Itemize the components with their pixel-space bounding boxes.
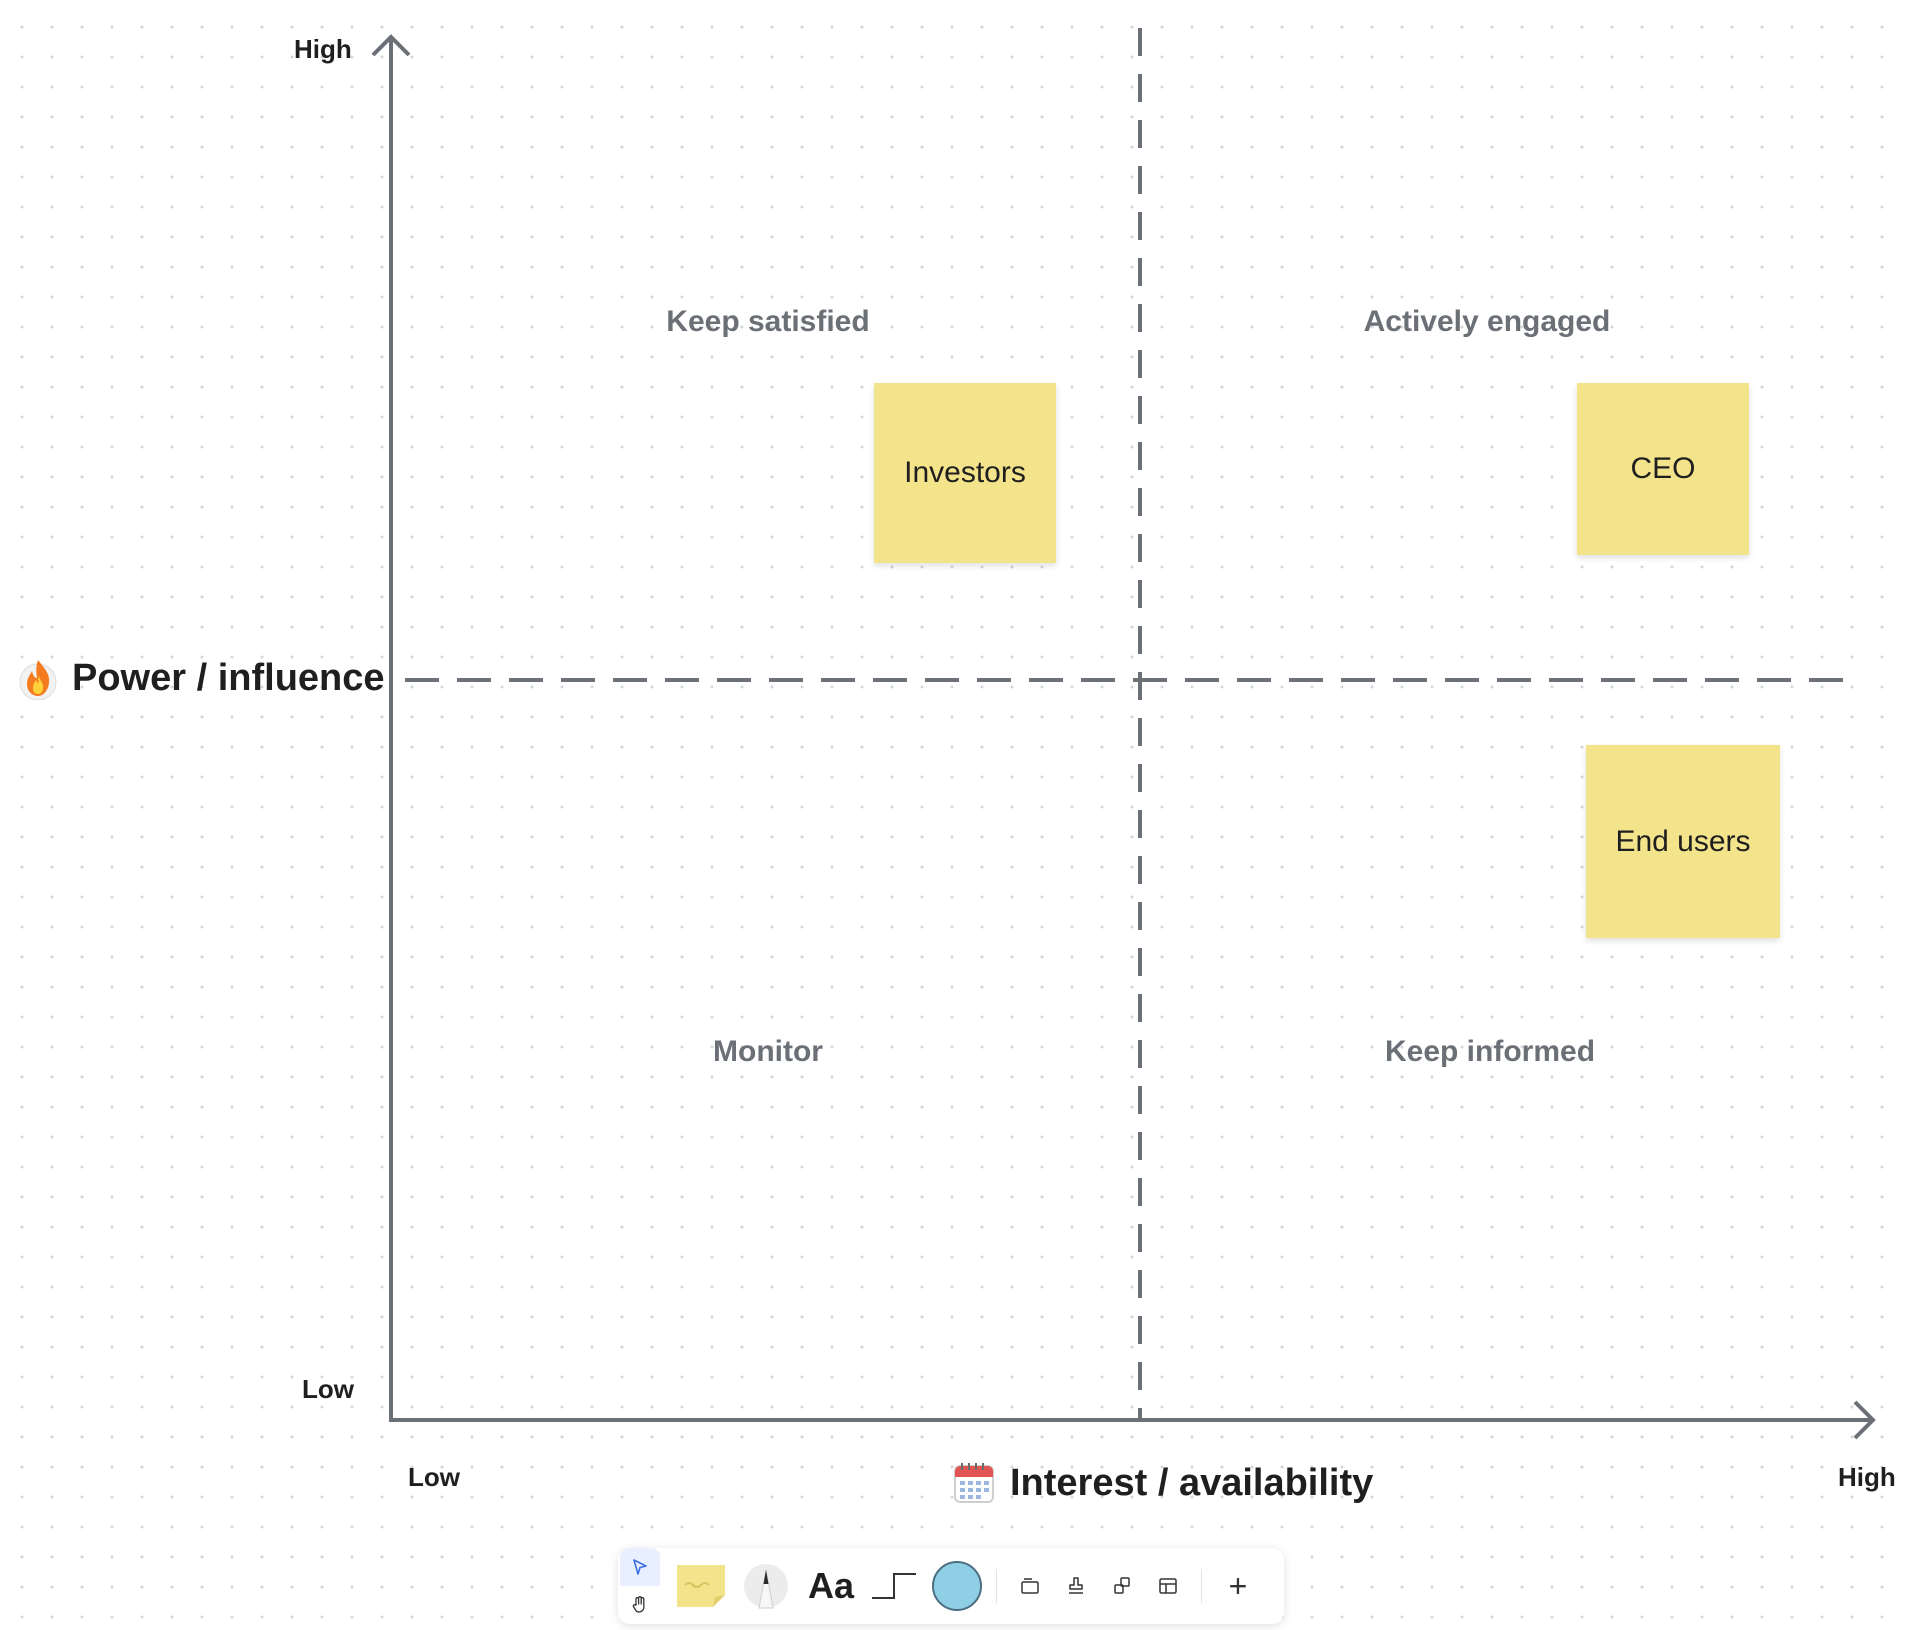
calendar-icon [954, 1463, 994, 1503]
add-more-button[interactable]: + [1228, 1567, 1248, 1604]
hand-tool-button[interactable] [620, 1586, 660, 1624]
quadrant-label-top-left: Keep satisfied [666, 305, 870, 338]
x-axis-arrowhead [1853, 1400, 1876, 1440]
table-tool-button[interactable] [1145, 1556, 1191, 1616]
bottom-toolbar: Aa + [618, 1548, 1284, 1624]
sticky-note-end-users[interactable]: End users [1586, 745, 1780, 938]
frame-tool-button[interactable] [1007, 1556, 1053, 1616]
x-axis-high-label: High [1838, 1462, 1896, 1492]
hand-icon [632, 1596, 645, 1613]
toolbar-divider [1201, 1569, 1202, 1603]
sticky-note-investors[interactable]: Investors [874, 383, 1056, 563]
y-axis-title: Power / influence [18, 656, 385, 700]
connector-line-icon [872, 1573, 916, 1599]
y-axis-arrowhead [371, 34, 411, 57]
cursor-arrow-icon [633, 1559, 647, 1575]
component-tool-button[interactable] [1099, 1556, 1145, 1616]
circle-shape-icon [932, 1561, 982, 1611]
y-axis-title-text: Power / influence [72, 656, 385, 699]
component-icon [1114, 1577, 1130, 1594]
fire-icon [19, 660, 57, 700]
mode-switcher [620, 1548, 660, 1624]
pen-tool-button[interactable] [738, 1556, 794, 1616]
x-axis-low-label: Low [408, 1462, 460, 1492]
toolbar-divider [996, 1569, 997, 1603]
quadrant-label-bottom-left: Monitor [713, 1035, 823, 1068]
table-icon [1159, 1578, 1177, 1594]
sticky-note-tool-button[interactable] [672, 1556, 732, 1616]
sticky-note-ceo[interactable]: CEO [1577, 383, 1749, 555]
y-axis-low-label: Low [302, 1374, 354, 1404]
pen-icon [744, 1564, 788, 1609]
shape-tool-button[interactable] [928, 1556, 986, 1616]
y-axis-high-label: High [294, 34, 352, 64]
x-axis-title: Interest / availability [952, 1460, 1373, 1506]
stamp-tool-button[interactable] [1053, 1556, 1099, 1616]
stamp-icon [1069, 1577, 1083, 1594]
x-axis-title-text: Interest / availability [1010, 1461, 1374, 1504]
frame-icon [1021, 1578, 1039, 1594]
quadrant-label-bottom-right: Keep informed [1384, 1035, 1596, 1068]
quadrant-label-top-right: Actively engaged [1363, 305, 1611, 338]
connector-tool-button[interactable] [866, 1556, 922, 1616]
select-tool-button[interactable] [620, 1548, 660, 1586]
sticky-note-icon [677, 1565, 725, 1607]
text-tool-button[interactable]: Aa [807, 1565, 855, 1606]
